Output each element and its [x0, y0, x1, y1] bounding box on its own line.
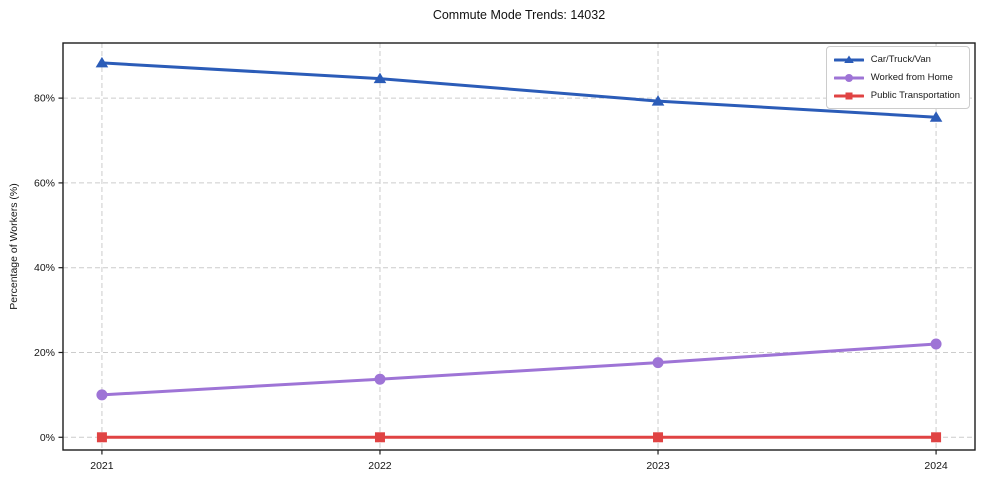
legend-item-public-transportation: Public Transportation: [833, 88, 960, 103]
y-tick-label: 60%: [34, 177, 55, 189]
chart-title: Commute Mode Trends: 14032: [432, 8, 606, 22]
series-car-truck-van: [95, 56, 943, 122]
data-point-marker: [930, 338, 942, 350]
legend-label: Car/Truck/Van: [870, 54, 931, 65]
triangle-marker-icon: [833, 55, 864, 63]
legend-label: Public Transportation: [870, 90, 960, 101]
x-tick-label: 2024: [924, 460, 948, 472]
data-point-marker: [651, 95, 665, 106]
y-tick-label: 20%: [34, 347, 55, 359]
data-point-marker: [653, 432, 664, 443]
data-point-marker: [931, 432, 942, 443]
data-point-marker: [929, 111, 943, 122]
data-point-marker: [843, 55, 854, 63]
data-point-marker: [95, 56, 109, 68]
y-tick-label: 0%: [40, 432, 55, 444]
data-point-marker: [373, 72, 387, 84]
data-point-marker: [374, 432, 385, 443]
series-line: [100, 61, 938, 119]
x-tick-label: 2023: [646, 460, 670, 472]
y-tick-label: 80%: [34, 93, 55, 105]
legend-label: Worked from Home: [870, 72, 953, 83]
square-marker-icon: [833, 92, 864, 99]
series-line: [100, 342, 938, 397]
plot-border: [62, 42, 976, 451]
data-point-marker: [374, 373, 386, 385]
data-point-marker: [96, 389, 108, 401]
series-worked-from-home: [96, 338, 942, 401]
legend-item-worked-from-home: Worked from Home: [833, 70, 960, 85]
data-point-marker: [844, 73, 853, 82]
x-tick-label: 2021: [90, 460, 114, 472]
circle-marker-icon: [833, 73, 864, 82]
data-point-marker: [96, 432, 107, 443]
data-point-marker: [652, 357, 664, 369]
series-public-transportation: [96, 432, 942, 443]
y-axis-label: Percentage of Workers (%): [8, 183, 20, 309]
legend-item-car-truck-van: Car/Truck/Van: [833, 52, 960, 67]
x-tick-label: 2022: [368, 460, 392, 472]
y-tick-label: 40%: [34, 262, 55, 274]
chart-legend: Car/Truck/Van Worked from Home Public Tran…: [825, 46, 970, 109]
data-point-marker: [845, 92, 853, 99]
